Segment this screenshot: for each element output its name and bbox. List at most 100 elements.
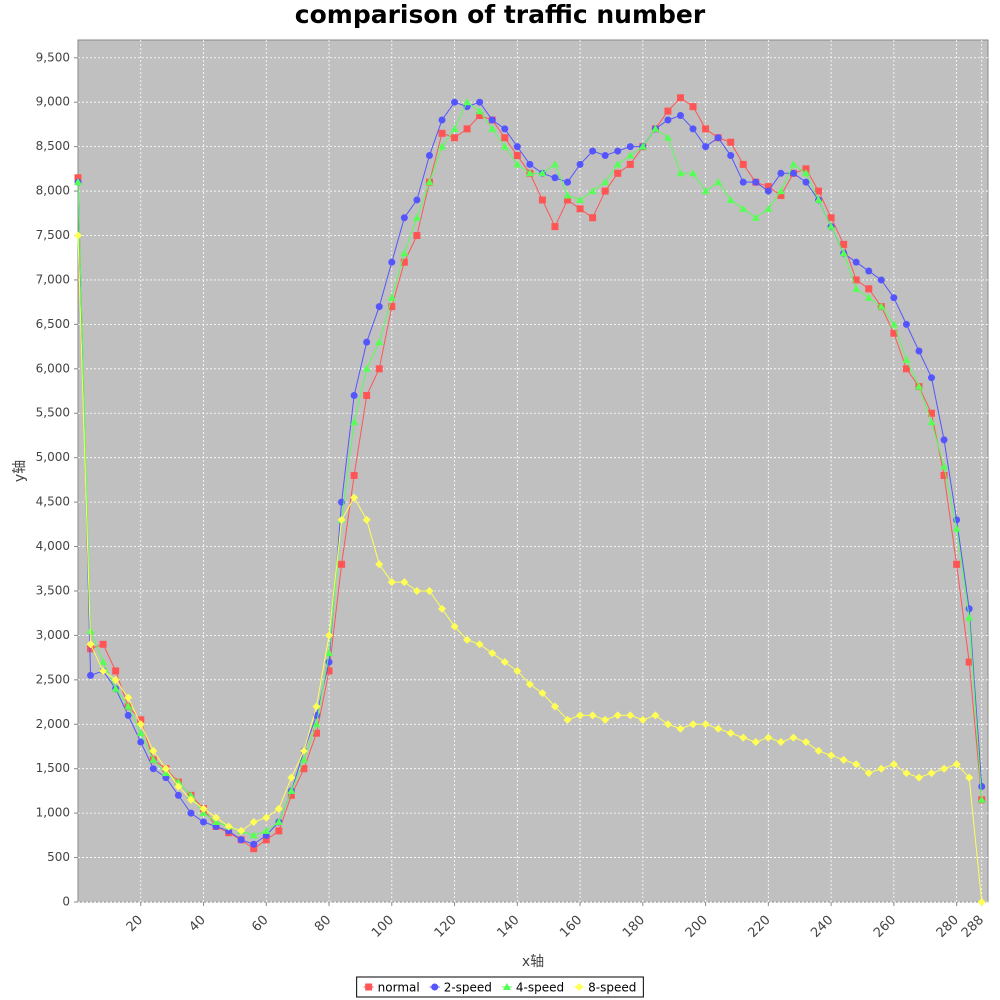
marker	[651, 124, 660, 132]
y-tick-label: 4,000	[36, 539, 70, 553]
marker	[362, 364, 371, 372]
marker	[777, 192, 785, 200]
marker	[438, 142, 446, 150]
y-tick-label: 5,500	[36, 406, 70, 420]
marker	[889, 320, 898, 328]
marker	[614, 169, 622, 177]
marker	[852, 760, 861, 769]
marker	[450, 622, 459, 631]
marker	[388, 258, 396, 266]
marker	[601, 152, 609, 160]
marker	[915, 347, 923, 355]
marker	[375, 338, 384, 346]
marker	[299, 746, 308, 755]
marker	[551, 223, 559, 231]
marker	[87, 645, 95, 653]
marker	[513, 143, 521, 151]
marker	[274, 818, 283, 826]
marker	[312, 702, 321, 711]
legend: normal 2-speed 4-speed 8-speed	[356, 976, 644, 998]
y-tick-label: 2,000	[36, 717, 70, 731]
marker	[87, 671, 95, 679]
marker	[362, 515, 371, 524]
marker	[388, 303, 396, 311]
y-tick-label: 6,500	[36, 317, 70, 331]
marker	[702, 143, 710, 151]
marker	[789, 160, 798, 168]
marker	[638, 142, 647, 150]
marker	[940, 471, 948, 479]
marker	[977, 898, 986, 906]
marker	[475, 640, 484, 649]
marker	[852, 284, 861, 292]
marker	[200, 818, 208, 826]
y-tick-label: 8,000	[36, 184, 70, 198]
marker	[877, 764, 886, 773]
marker	[287, 791, 295, 799]
marker	[626, 711, 635, 720]
marker	[601, 715, 610, 724]
marker	[777, 169, 785, 177]
marker	[928, 374, 936, 382]
marker	[500, 658, 509, 667]
marker	[350, 418, 359, 426]
legend-marker	[431, 983, 439, 991]
marker	[564, 178, 572, 186]
marker	[676, 94, 684, 102]
marker	[940, 436, 948, 444]
marker	[752, 178, 760, 186]
marker	[275, 827, 283, 835]
marker	[186, 795, 195, 804]
marker	[914, 382, 923, 390]
marker	[501, 125, 509, 133]
legend-marker	[575, 983, 584, 991]
marker	[513, 666, 522, 675]
marker	[965, 613, 974, 621]
marker	[137, 716, 145, 724]
marker	[463, 635, 472, 644]
marker	[764, 187, 772, 195]
marker	[815, 187, 823, 195]
marker	[839, 249, 848, 257]
marker	[928, 409, 936, 417]
marker	[237, 826, 246, 835]
marker	[927, 418, 936, 426]
marker	[476, 98, 484, 106]
marker	[400, 249, 409, 257]
legend-box	[356, 976, 644, 998]
marker	[224, 822, 233, 831]
marker	[488, 116, 496, 124]
marker	[576, 160, 584, 168]
marker	[789, 733, 798, 742]
marker	[325, 649, 334, 657]
marker	[438, 116, 446, 124]
marker	[525, 169, 534, 177]
marker	[412, 213, 421, 221]
marker	[124, 693, 133, 702]
marker	[576, 195, 585, 203]
marker	[488, 124, 497, 132]
marker	[663, 720, 672, 729]
marker	[186, 791, 195, 799]
marker	[689, 169, 698, 177]
marker	[513, 152, 521, 160]
marker	[613, 711, 622, 720]
marker	[451, 134, 459, 142]
marker	[940, 462, 949, 470]
marker	[601, 178, 610, 186]
y-tick-label: 1,000	[36, 806, 70, 820]
marker	[450, 124, 459, 132]
y-tick-label: 9,500	[36, 50, 70, 64]
marker	[262, 836, 270, 844]
marker	[249, 831, 258, 839]
marker	[488, 649, 497, 658]
marker	[840, 240, 848, 248]
marker	[588, 187, 597, 195]
marker	[727, 138, 735, 146]
marker	[124, 711, 132, 719]
marker	[689, 125, 697, 133]
marker	[99, 666, 108, 675]
marker	[802, 165, 810, 173]
marker	[187, 809, 195, 817]
marker	[914, 773, 923, 782]
